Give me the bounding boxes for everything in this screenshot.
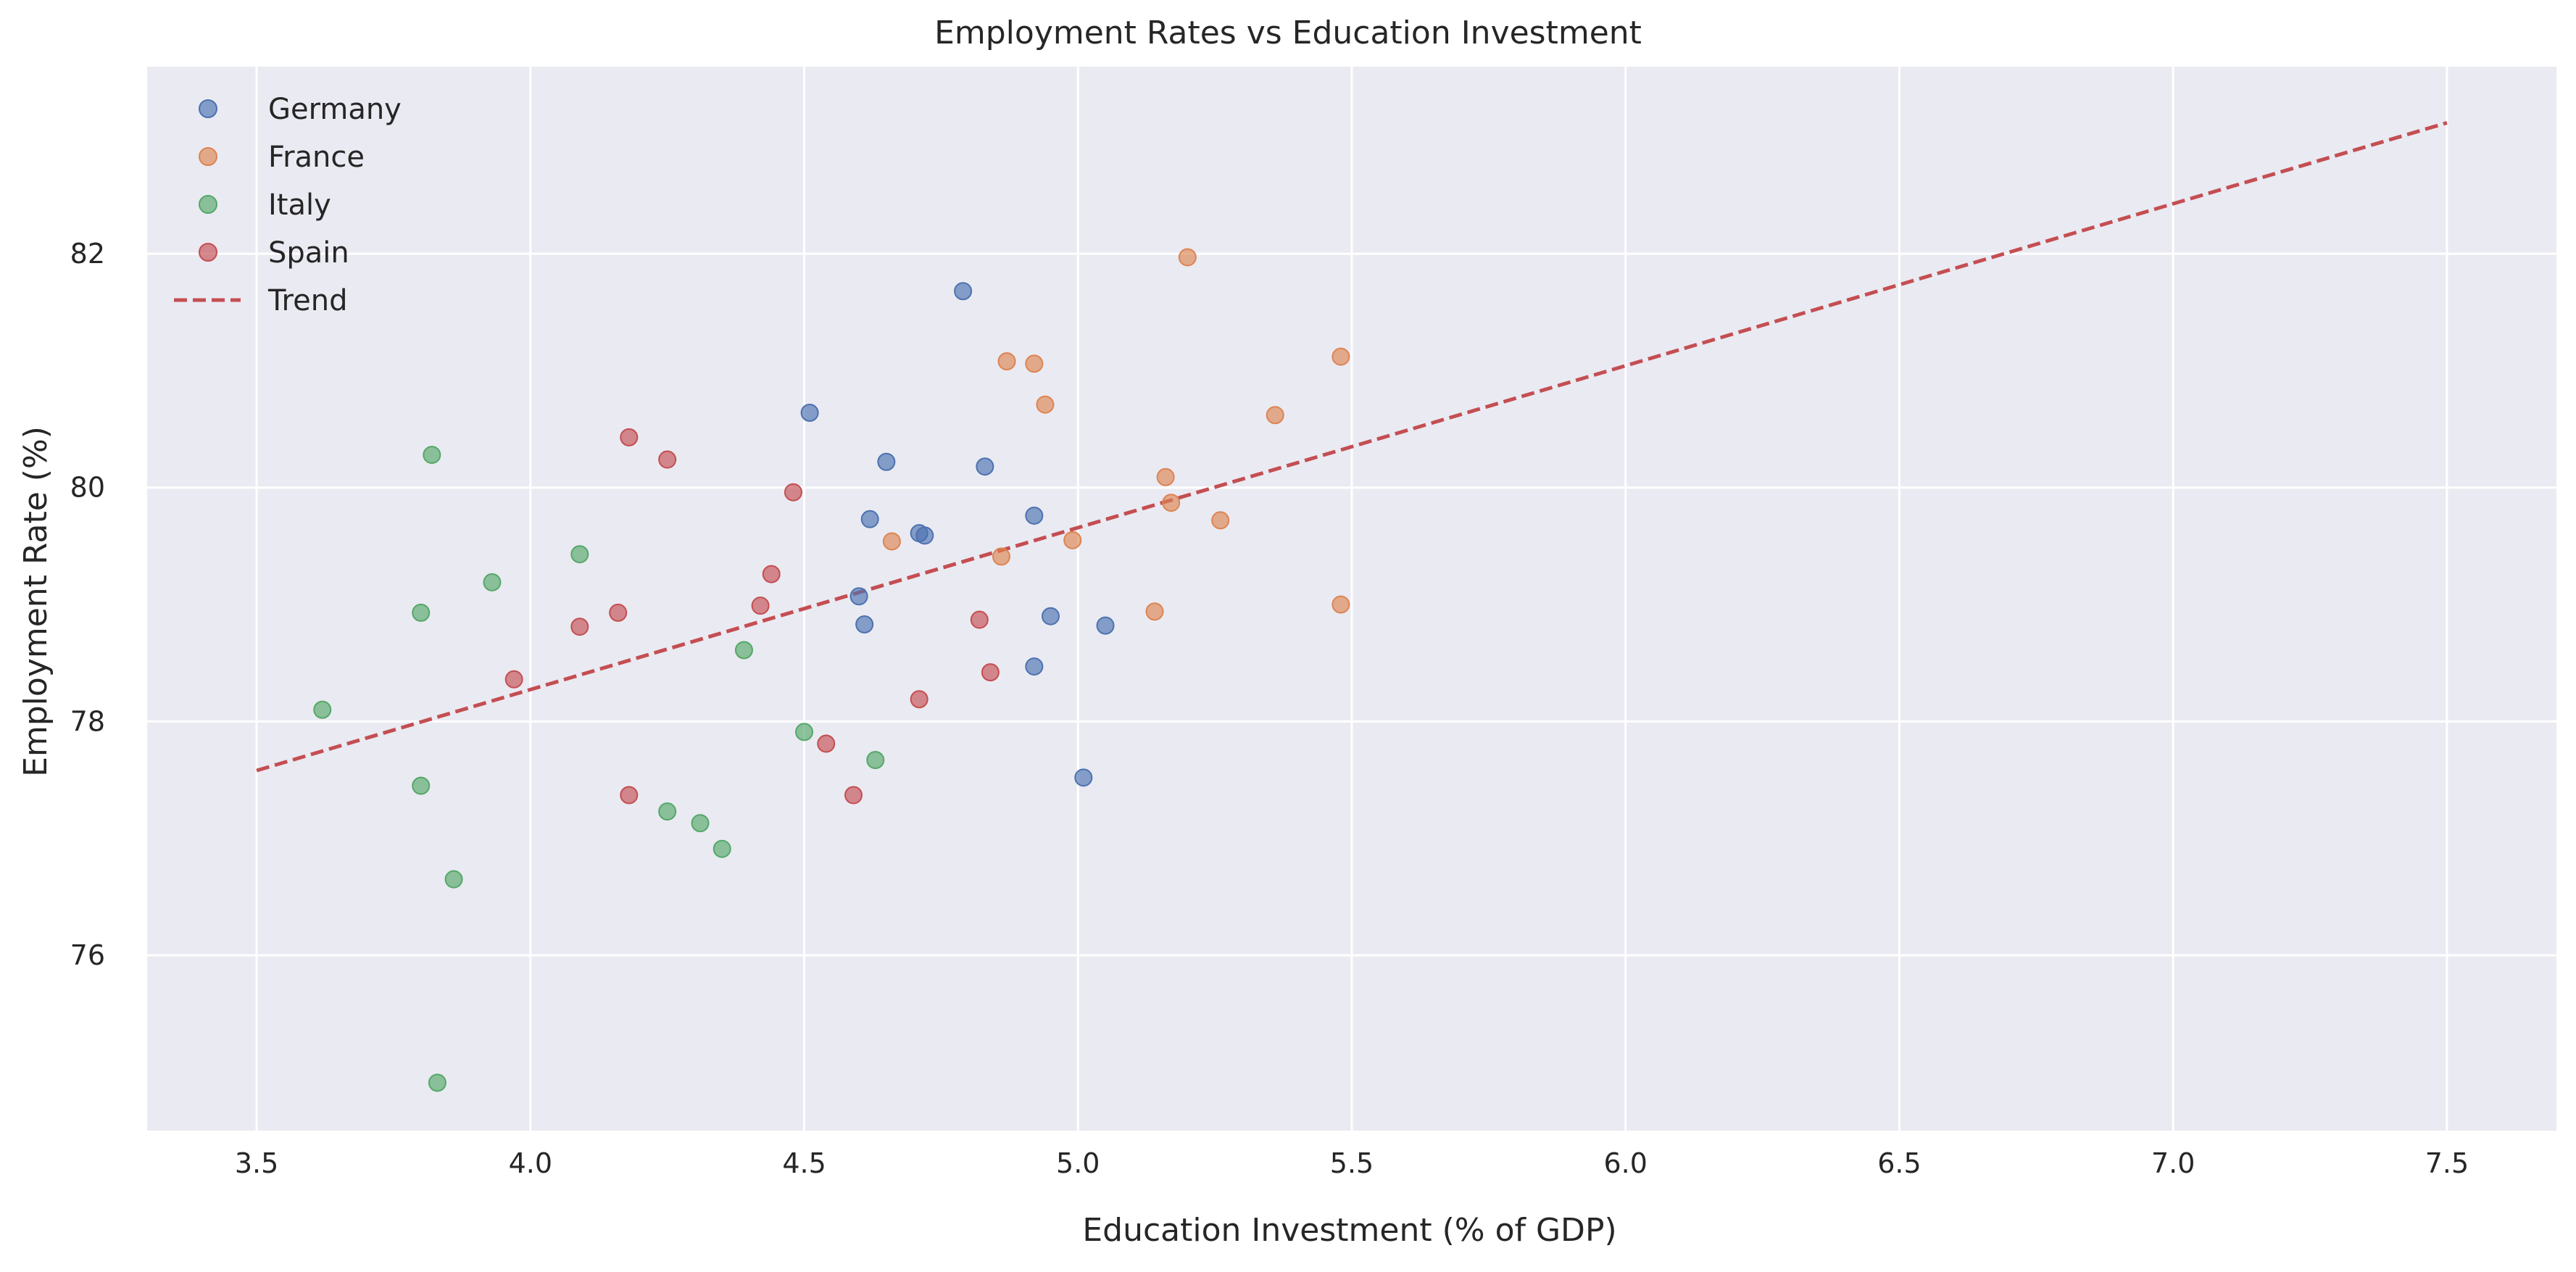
data-point-germany (976, 457, 994, 476)
data-point-italy (483, 573, 502, 591)
legend-label-trend: Trend (267, 284, 347, 317)
x-tick-label: 7.5 (2425, 1147, 2469, 1179)
trend-layer (256, 121, 2448, 773)
data-point-germany (954, 282, 973, 301)
x-tick-label: 5.0 (1056, 1147, 1100, 1179)
data-point-germany (1074, 768, 1093, 787)
x-tick-label: 6.0 (1604, 1147, 1648, 1179)
data-point-france (1178, 248, 1197, 267)
y-tick-label: 78 (70, 705, 105, 737)
x-axis-label: Education Investment (% of GDP) (1082, 1212, 1616, 1249)
x-tick-label: 4.5 (782, 1147, 826, 1179)
data-point-spain (762, 565, 781, 583)
data-point-germany (1042, 607, 1060, 625)
data-point-spain (620, 786, 639, 805)
data-point-france (882, 532, 901, 551)
data-point-germany (1096, 616, 1115, 635)
x-tick-label: 4.0 (509, 1147, 552, 1179)
data-point-germany (877, 452, 896, 471)
data-point-germany (860, 510, 879, 528)
x-tick-label: 3.5 (235, 1147, 278, 1179)
data-point-spain (609, 603, 628, 622)
data-point-spain (844, 786, 863, 805)
data-point-spain (658, 450, 677, 469)
data-point-france (1211, 511, 1230, 530)
y-axis-ticks: 76 78 80 82 (70, 238, 105, 971)
data-point-france (1025, 354, 1044, 373)
grid (147, 67, 2556, 1131)
trend-line (256, 121, 2448, 773)
x-axis-ticks: 3.5 4.0 4.5 5.0 5.5 6.0 6.5 7.0 7.5 (235, 1147, 2469, 1179)
x-tick-label: 5.5 (1330, 1147, 1374, 1179)
data-point-italy (866, 751, 885, 770)
y-tick-label: 82 (70, 238, 105, 270)
data-point-italy (691, 814, 710, 833)
data-point-france (992, 547, 1011, 566)
data-point-france (1156, 467, 1175, 486)
y-tick-label: 80 (70, 472, 105, 504)
data-point-spain (751, 596, 770, 615)
data-point-italy (313, 700, 332, 719)
data-point-france (1266, 406, 1284, 425)
data-point-spain (570, 618, 589, 636)
legend-marker-italy (199, 195, 217, 214)
data-point-italy (412, 603, 431, 622)
legend-marker-germany (199, 99, 217, 118)
data-point-spain (910, 690, 928, 709)
data-point-france (1331, 347, 1350, 366)
data-point-germany (800, 404, 819, 423)
data-point-germany (1025, 506, 1044, 525)
data-point-spain (981, 663, 1000, 682)
data-point-spain (504, 670, 523, 689)
data-point-italy (444, 870, 463, 889)
data-point-germany (915, 526, 934, 545)
data-point-italy (570, 545, 589, 564)
data-point-italy (734, 641, 753, 660)
data-point-italy (658, 802, 677, 821)
x-tick-label: 7.0 (2151, 1147, 2195, 1179)
legend-label-germany: Germany (268, 93, 402, 126)
data-point-italy (428, 1073, 446, 1092)
x-tick-label: 6.5 (1877, 1147, 1921, 1179)
data-point-germany (849, 587, 868, 606)
data-point-spain (784, 483, 802, 502)
data-point-italy (412, 776, 431, 795)
data-point-germany (1025, 657, 1044, 676)
data-point-france (1145, 602, 1164, 621)
data-point-france (1063, 531, 1082, 549)
data-point-france (1162, 494, 1181, 512)
legend-label-italy: Italy (268, 188, 331, 222)
data-point-spain (970, 610, 989, 629)
legend-label-france: France (268, 141, 365, 174)
data-point-germany (855, 615, 874, 633)
legend-marker-spain (199, 243, 217, 262)
chart-title: Employment Rates vs Education Investment (934, 14, 1642, 51)
data-point-france (1331, 595, 1350, 614)
data-point-france (997, 352, 1016, 371)
data-point-france (1036, 395, 1055, 414)
data-point-spain (817, 734, 836, 753)
y-axis-label: Employment Rate (%) (17, 426, 54, 777)
data-point-spain (620, 428, 639, 446)
legend-label-spain: Spain (268, 236, 349, 270)
legend-marker-france (199, 147, 217, 166)
points-layer (313, 248, 1350, 1092)
data-point-italy (423, 446, 441, 465)
data-point-italy (795, 723, 814, 741)
legend: Germany France Italy Spain Trend (174, 93, 402, 317)
y-tick-label: 76 (70, 939, 105, 971)
data-point-italy (712, 839, 731, 858)
